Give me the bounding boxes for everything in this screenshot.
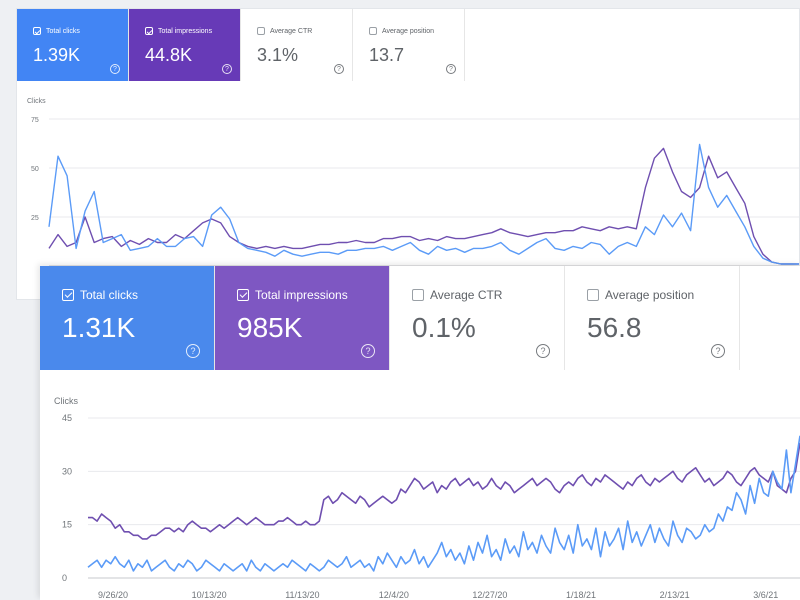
checkbox-icon[interactable] xyxy=(369,27,377,35)
checkbox-icon[interactable] xyxy=(145,27,153,35)
metric-label: Average CTR xyxy=(430,288,503,302)
x-tick-label: 9/26/20 xyxy=(98,590,128,600)
metric-value: 1.39K xyxy=(33,45,81,65)
clicks-chart-current: Clicks 0 15 30 45 9/26/20 10/13/20 11/13/20 12/4… xyxy=(54,396,800,600)
x-tick-label: 3/6/21 xyxy=(753,590,778,600)
metric-card-total-clicks[interactable]: Total clicks 1.31K ? xyxy=(40,266,215,370)
y-tick-label: 30 xyxy=(62,466,72,476)
help-icon[interactable]: ? xyxy=(711,344,725,358)
help-icon[interactable]: ? xyxy=(361,344,375,358)
help-icon[interactable]: ? xyxy=(446,64,456,74)
checkbox-icon[interactable] xyxy=(33,27,41,35)
clicks-line xyxy=(48,143,799,265)
metric-cards: Total clicks 1.31K ? Total impressions 9… xyxy=(40,266,740,370)
metric-card-average-ctr[interactable]: Average CTR 3.1% ? xyxy=(241,9,353,81)
performance-panel-previous: Total clicks 1.39K ? Total impressions 4… xyxy=(16,8,800,300)
checkbox-icon[interactable] xyxy=(257,27,265,35)
metric-card-average-position[interactable]: Average position 56.8 ? xyxy=(565,266,740,370)
impressions-line xyxy=(48,147,799,265)
checkbox-icon[interactable] xyxy=(587,289,599,301)
checkbox-icon[interactable] xyxy=(62,289,74,301)
metric-value: 44.8K xyxy=(145,45,193,65)
x-tick-label: 1/18/21 xyxy=(566,590,596,600)
metric-label: Average position xyxy=(382,27,435,35)
metric-cards: Total clicks 1.39K ? Total impressions 4… xyxy=(17,9,465,81)
metric-value: 56.8 xyxy=(587,312,642,343)
help-icon[interactable]: ? xyxy=(334,64,344,74)
metric-card-total-clicks[interactable]: Total clicks 1.39K ? xyxy=(17,9,129,81)
help-icon[interactable]: ? xyxy=(222,64,232,74)
y-tick-label: 0 xyxy=(62,573,67,583)
y-axis-label: Clicks xyxy=(27,98,46,105)
metric-card-total-impressions[interactable]: Total impressions 985K ? xyxy=(215,266,390,370)
y-tick-label: 25 xyxy=(31,215,39,222)
y-tick-label: 45 xyxy=(62,413,72,423)
metric-value: 13.7 xyxy=(369,45,405,65)
metric-card-average-position[interactable]: Average position 13.7 ? xyxy=(353,9,465,81)
y-tick-label: 15 xyxy=(62,520,72,530)
metric-card-average-ctr[interactable]: Average CTR 0.1% ? xyxy=(390,266,565,370)
metric-label: Total clicks xyxy=(80,288,139,302)
help-icon[interactable]: ? xyxy=(110,64,120,74)
metric-value: 985K xyxy=(237,312,303,343)
metric-value: 1.31K xyxy=(62,312,136,343)
metric-card-total-impressions[interactable]: Total impressions 44.8K ? xyxy=(129,9,241,81)
x-tick-label: 10/13/20 xyxy=(192,590,227,600)
impressions-line xyxy=(88,442,800,540)
performance-panel-current: Total clicks 1.31K ? Total impressions 9… xyxy=(40,266,800,600)
metric-label: Total impressions xyxy=(158,27,213,35)
metric-label: Average CTR xyxy=(270,27,313,35)
x-tick-label: 12/27/20 xyxy=(472,590,507,600)
x-tick-label: 11/13/20 xyxy=(285,590,319,600)
checkbox-icon[interactable] xyxy=(412,289,424,301)
metric-label: Total impressions xyxy=(255,288,348,302)
x-tick-label: 12/4/20 xyxy=(379,590,409,600)
help-icon[interactable]: ? xyxy=(536,344,550,358)
y-axis-label: Clicks xyxy=(54,396,78,406)
metric-label: Average position xyxy=(605,288,695,302)
clicks-chart-previous: Clicks 25 50 75 xyxy=(27,98,799,267)
metric-value: 0.1% xyxy=(412,312,476,343)
checkbox-icon[interactable] xyxy=(237,289,249,301)
metric-label: Total clicks xyxy=(46,27,80,35)
clicks-line xyxy=(87,435,800,572)
x-tick-label: 2/13/21 xyxy=(660,590,690,600)
y-tick-label: 75 xyxy=(31,117,39,124)
y-tick-label: 50 xyxy=(31,166,39,173)
metric-value: 3.1% xyxy=(257,45,299,65)
help-icon[interactable]: ? xyxy=(186,344,200,358)
